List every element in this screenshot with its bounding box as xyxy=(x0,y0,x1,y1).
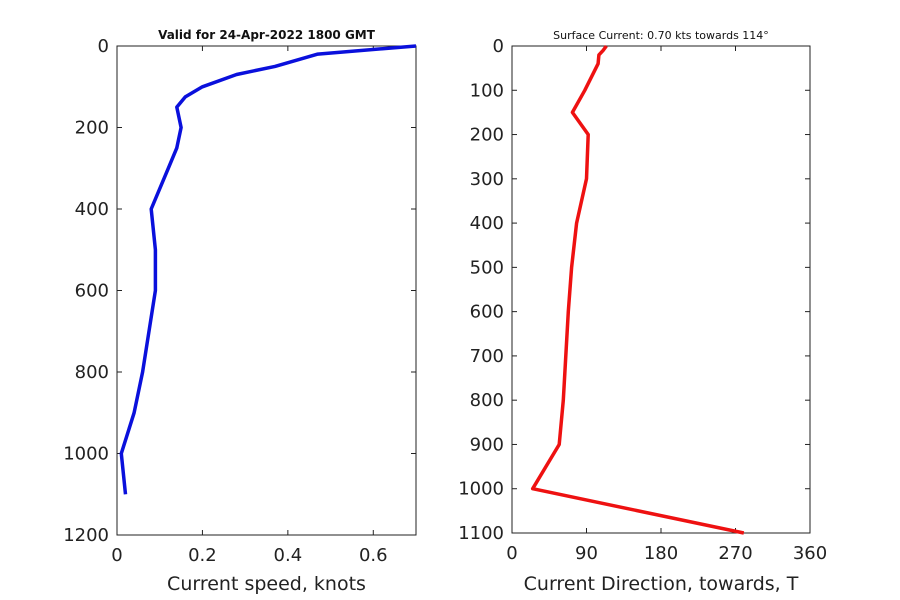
speed-chart-title: Valid for 24-Apr-2022 1800 GMT xyxy=(158,28,376,42)
speed-x-axis-label: Current speed, knots xyxy=(167,573,366,595)
speed-y-tick-label: 1200 xyxy=(63,525,109,546)
direction-y-tick-label: 800 xyxy=(470,390,504,411)
speed-y-tick-label: 400 xyxy=(75,199,109,220)
direction-x-tick-label: 90 xyxy=(575,543,598,564)
direction-series-line xyxy=(530,44,745,535)
direction-y-tick-label: 0 xyxy=(493,36,504,57)
direction-y-tick-label: 700 xyxy=(470,346,504,367)
direction-y-tick-label: 500 xyxy=(470,257,504,278)
direction-y-tick-label: 900 xyxy=(470,434,504,455)
direction-y-tick-label: 600 xyxy=(470,302,504,323)
direction-y-tick-label: 300 xyxy=(470,169,504,190)
direction-x-axis-label: Current Direction, towards, T xyxy=(524,573,799,595)
direction-x-tick-label: 270 xyxy=(718,543,752,564)
direction-x-tick-label: 180 xyxy=(644,543,678,564)
speed-y-tick-label: 200 xyxy=(75,118,109,139)
direction-y-tick-label: 400 xyxy=(470,213,504,234)
direction-y-tick-label: 200 xyxy=(470,125,504,146)
direction-x-tick-label: 360 xyxy=(793,543,827,564)
speed-x-tick-label: 0.4 xyxy=(274,545,303,566)
speed-plot-frame xyxy=(116,45,417,536)
direction-y-tick-label: 1000 xyxy=(458,479,504,500)
speed-x-tick-label: 0.6 xyxy=(359,545,388,566)
speed-y-tick-label: 800 xyxy=(75,362,109,383)
direction-panel: 0 90 180 270 360 0 100 200 300 400 500 600 700 800 900… xyxy=(458,29,827,595)
direction-y-tick-label: 100 xyxy=(470,80,504,101)
speed-y-tick-label: 1000 xyxy=(63,444,109,465)
speed-series-line xyxy=(119,44,417,495)
direction-y-tick-label: 1100 xyxy=(458,523,504,544)
speed-y-tick-label: 600 xyxy=(75,281,109,302)
direction-chart-title: Surface Current: 0.70 kts towards 114° xyxy=(553,29,769,42)
direction-x-tick-label: 0 xyxy=(506,543,517,564)
speed-x-tick-label: 0.2 xyxy=(188,545,217,566)
speed-panel: 0 0.2 0.4 0.6 0 200 400 600 800 1000 1200 Current s… xyxy=(63,28,417,595)
speed-y-tick-label: 0 xyxy=(98,36,109,57)
direction-plot-frame xyxy=(511,45,811,534)
speed-x-tick-label: 0 xyxy=(111,545,122,566)
